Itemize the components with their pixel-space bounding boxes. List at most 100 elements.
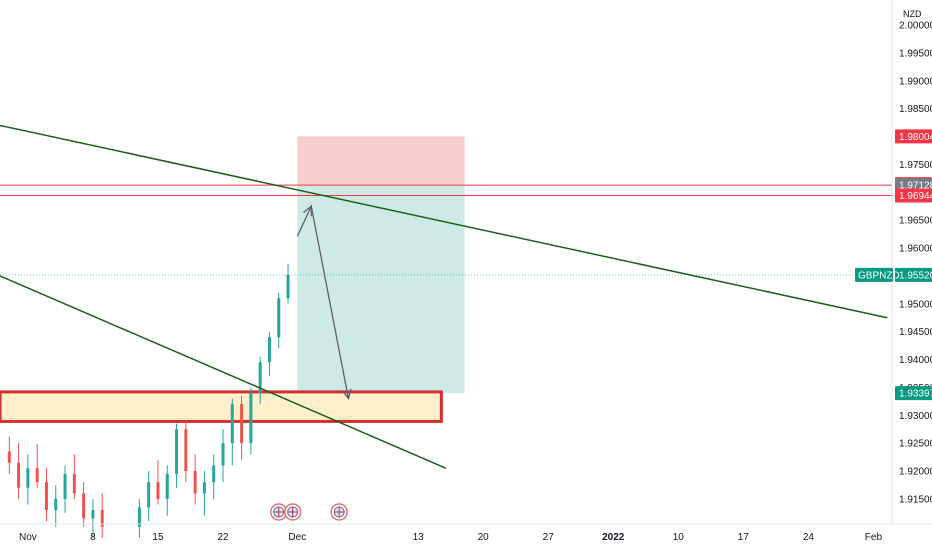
candle-body: [63, 473, 67, 499]
event-icons-layer[interactable]: [270, 503, 348, 521]
economic-event-icon[interactable]: [283, 503, 302, 521]
candle-body: [165, 473, 169, 499]
candle-body: [221, 443, 225, 466]
candle: [35, 444, 39, 488]
candle-body: [202, 482, 206, 494]
price-tag-bg: [895, 129, 932, 144]
candle: [72, 454, 76, 499]
candle-body: [137, 507, 141, 527]
candle: [17, 443, 21, 499]
candle: [100, 493, 104, 538]
x-tick-label: 8: [90, 532, 96, 543]
candle: [193, 454, 197, 505]
candle: [258, 356, 262, 405]
candle: [175, 423, 179, 488]
candle-body: [82, 493, 86, 519]
candle: [249, 387, 253, 455]
y-tick-label: 1.96000: [899, 244, 932, 255]
candle: [202, 471, 206, 516]
y-tick-label: 1.92500: [899, 439, 932, 450]
trendlines-layer: [0, 124, 888, 469]
y-tick-label: 1.98500: [899, 104, 932, 115]
candle: [44, 468, 48, 522]
y-axis[interactable]: 1.915001.920001.925001.930001.935001.940…: [891, 0, 932, 524]
candle: [82, 482, 86, 527]
economic-event-icon[interactable]: [270, 503, 288, 521]
currency-label: NZD: [903, 9, 922, 19]
x-tick-label: 17: [738, 532, 750, 543]
y-tick-label: 1.93000: [899, 411, 932, 422]
price-tag-value: 1.95520: [899, 270, 932, 281]
candle: [63, 465, 67, 513]
horizontal-lines-layer: [0, 184, 892, 276]
price-tag-bg: [895, 267, 932, 282]
x-axis[interactable]: Nov 8 15 22 Dec 13 20 27 2022 10 17 24 Feb: [0, 523, 932, 543]
candle-body: [35, 468, 39, 483]
candle-body: [175, 429, 179, 474]
candle-body: [249, 393, 253, 444]
candle: [165, 465, 169, 516]
candle: [137, 498, 141, 538]
arrowhead-down: [341, 388, 352, 401]
x-tick-label: 27: [543, 532, 555, 543]
candle: [230, 398, 234, 466]
candle-body: [277, 298, 281, 338]
trendline-0[interactable]: [0, 124, 888, 319]
demand-zone[interactable]: [0, 390, 443, 423]
x-tick-label: Nov: [19, 532, 37, 543]
zones-layer: [0, 136, 465, 423]
price-tag-value: 1.97128: [899, 181, 932, 192]
candle-body: [230, 404, 234, 444]
candle: [26, 454, 30, 505]
stop-loss-zone[interactable]: [297, 136, 465, 186]
candle-body: [267, 337, 271, 363]
y-tick-label: 1.99000: [899, 76, 932, 87]
candle: [156, 459, 160, 505]
y-tick-label: 2.00000: [899, 21, 932, 32]
candle-body: [258, 362, 262, 393]
candle: [147, 471, 151, 522]
symbol-tag-label: GBPNZD: [858, 270, 900, 281]
price-tag: 1.96944: [895, 188, 932, 203]
candle: [184, 420, 188, 483]
y-tick-label: 1.96500: [899, 216, 932, 227]
candle-body: [240, 404, 244, 444]
candles-layer: [7, 263, 290, 538]
projection-layer: [296, 204, 352, 401]
y-tick-label: 1.94500: [899, 327, 932, 338]
economic-event-icon[interactable]: [330, 503, 348, 521]
candle-body: [91, 510, 95, 519]
candle: [286, 263, 290, 304]
candle-body: [100, 510, 104, 527]
candle: [7, 436, 11, 474]
y-tick-label: 1.97500: [899, 160, 932, 171]
candle-body: [147, 482, 151, 508]
candle-body: [26, 468, 30, 488]
candle-body: [286, 274, 290, 299]
y-tick-label: 1.92000: [899, 467, 932, 478]
x-tick-label: 15: [152, 532, 164, 543]
x-tick-label: 2022: [602, 532, 625, 543]
price-tags-layer: 1.980041.971471.971281.969441.95520GBPNZ…: [855, 129, 932, 401]
x-tick-label: Feb: [865, 532, 883, 543]
x-tick-label: 20: [478, 532, 490, 543]
candle: [221, 429, 225, 483]
symbol-tag-bg: [855, 267, 893, 282]
candle-body: [54, 498, 58, 511]
candle-body: [72, 473, 76, 494]
candle-body: [193, 471, 197, 494]
candle-body: [44, 482, 48, 511]
candle-body: [156, 482, 160, 499]
price-tag-value: 1.98004: [899, 132, 932, 143]
candle-body: [212, 465, 216, 483]
trendline-1[interactable]: [0, 275, 447, 469]
candle: [240, 395, 244, 460]
candle-body: [7, 451, 11, 463]
candle-body: [17, 462, 21, 488]
take-profit-zone[interactable]: [297, 185, 465, 394]
price-tag: 1.93397: [895, 386, 932, 401]
candle: [54, 484, 58, 527]
y-tick-label: 1.99500: [899, 48, 932, 59]
